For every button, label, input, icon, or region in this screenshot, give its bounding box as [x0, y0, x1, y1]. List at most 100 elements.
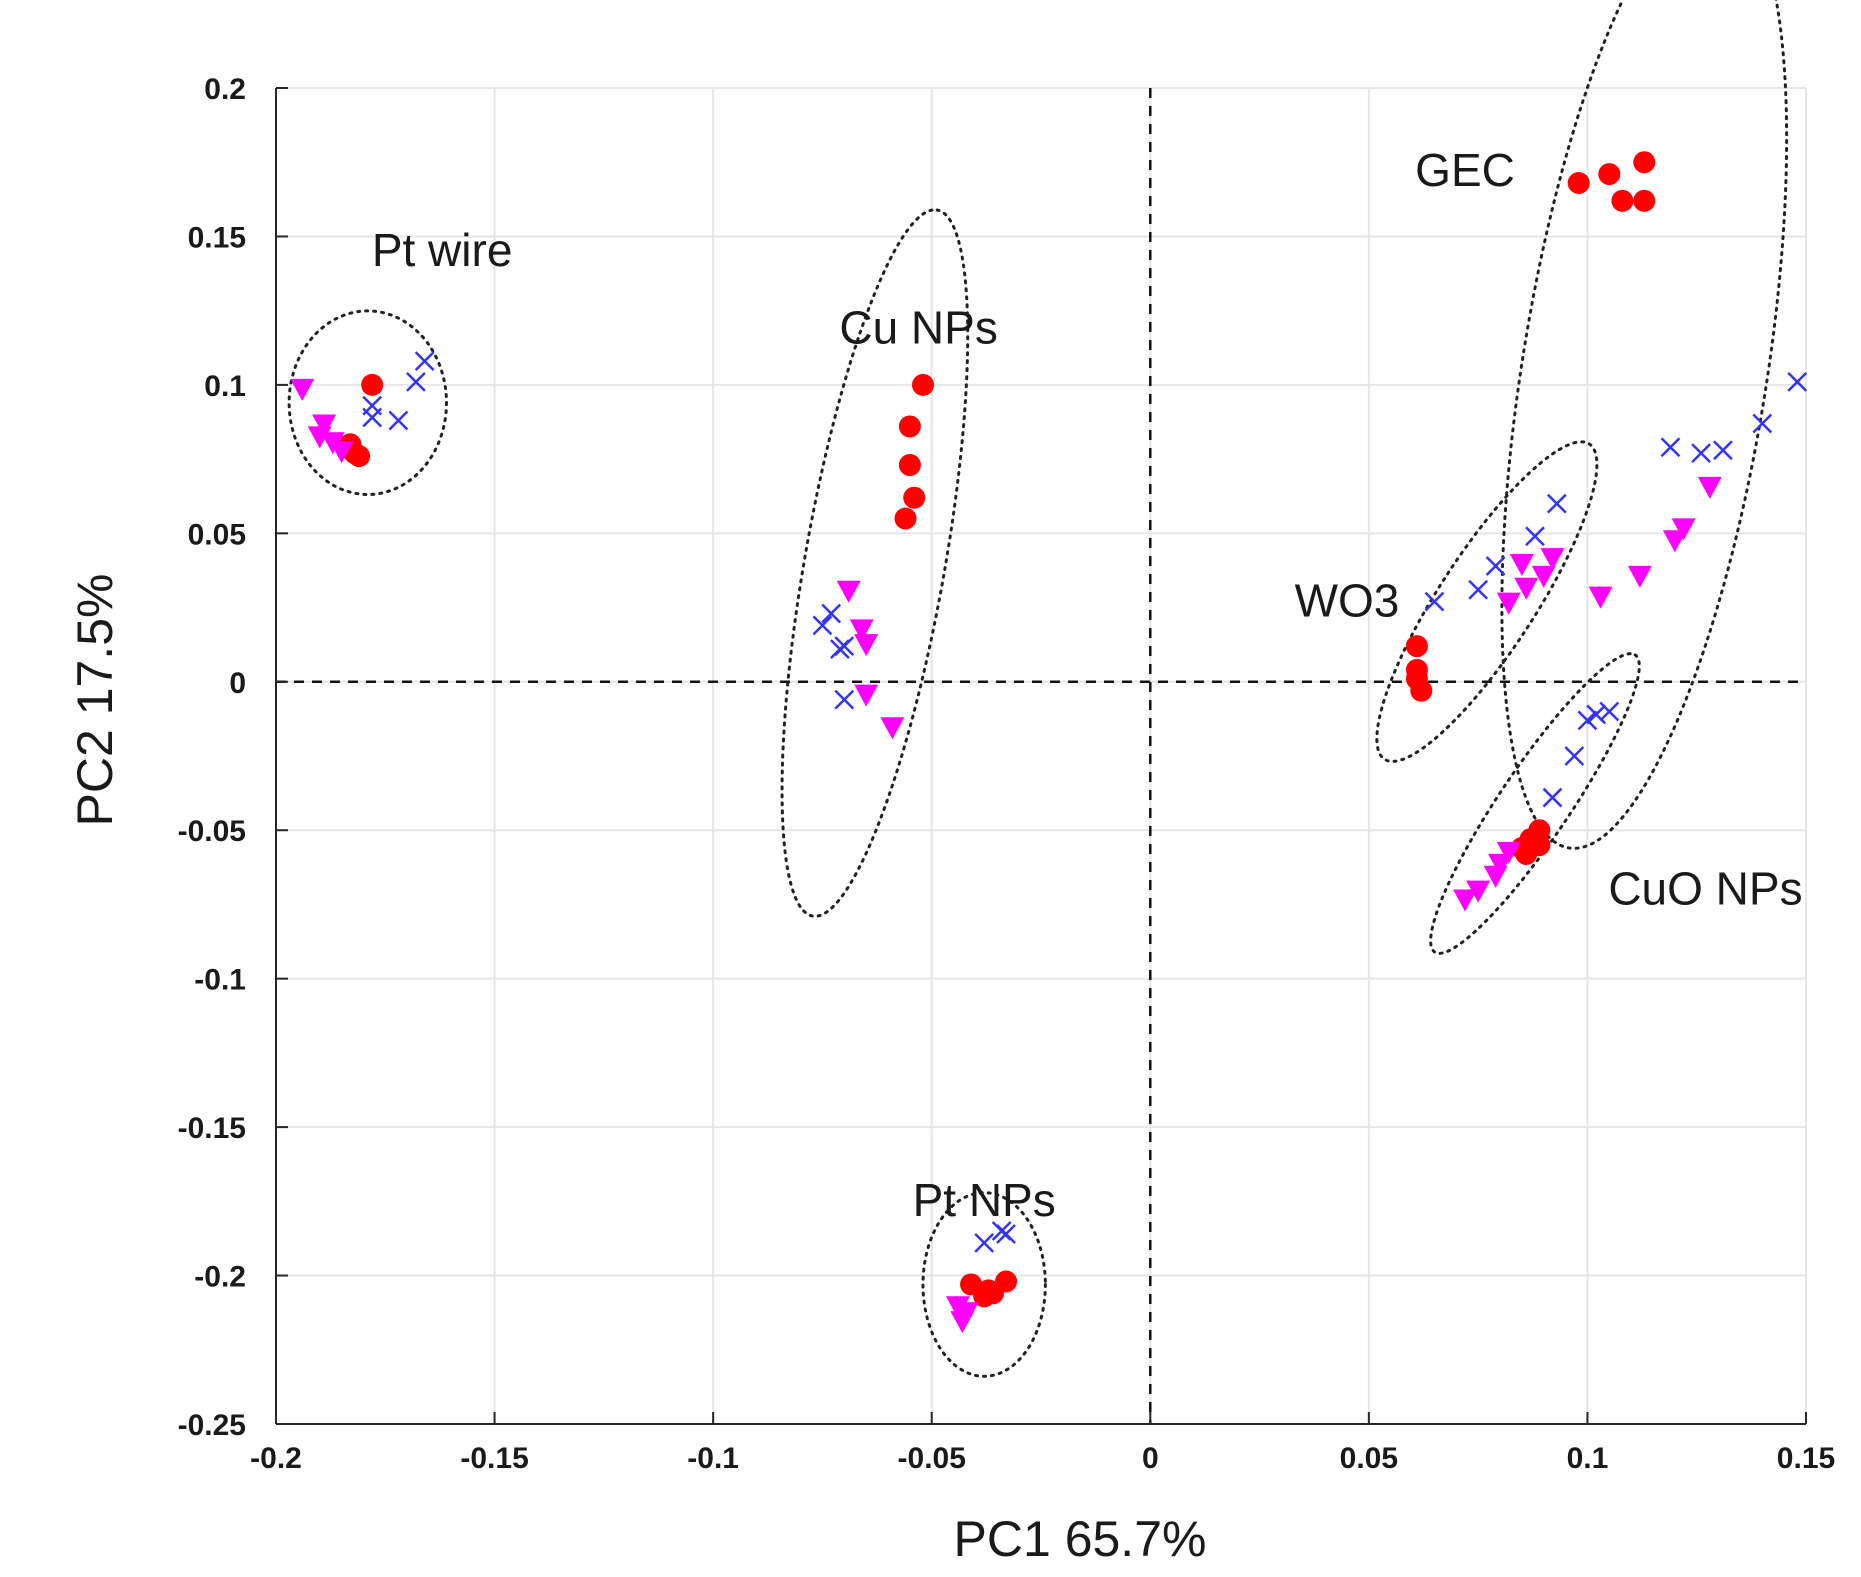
cross-point: [812, 615, 833, 636]
circle-point: [911, 373, 934, 396]
triangle-point: [1496, 592, 1521, 615]
y-tick-label: 0.05: [188, 518, 246, 551]
y-tick-label: 0.2: [204, 73, 246, 106]
triangle-point: [312, 414, 337, 437]
x-tick-label: 0.15: [1777, 1442, 1835, 1475]
cross-point: [834, 689, 855, 710]
cluster-ellipse-gec: [1500, 0, 1789, 850]
cluster-ellipse-cuo-nps: [1429, 652, 1641, 955]
cross-point: [996, 1224, 1016, 1244]
triangle-point: [1540, 548, 1565, 571]
triangle-point: [329, 441, 354, 464]
circle-point: [898, 415, 921, 438]
cross-point: [406, 372, 426, 392]
x-tick-label: -0.1: [687, 1442, 739, 1475]
group-label-wo3: WO3: [1295, 574, 1400, 626]
x-axis-title: PC1 65.7%: [954, 1511, 1207, 1567]
cross-point: [834, 636, 855, 657]
group-label-cu-nps: Cu NPs: [839, 301, 997, 353]
y-tick-label: -0.15: [178, 1112, 246, 1145]
cross-point: [1599, 701, 1620, 722]
triangle-point: [1588, 586, 1613, 609]
circle-point: [1598, 163, 1621, 186]
cross-point: [1713, 440, 1733, 461]
y-axis-ticks: -0.25 -0.2 -0.15 -0.1 -0.05 0 0.05 0.1 0.15 0.2: [178, 73, 288, 1442]
axes: [275, 88, 1806, 1425]
cross-point: [1546, 493, 1567, 514]
cluster-ellipse-pt-wire: [287, 309, 448, 497]
group-labels: Pt wire Cu NPs GEC WO3 CuO NPs Pt NPs: [372, 144, 1803, 1226]
group-label-pt-wire: Pt wire: [372, 224, 513, 276]
triangle-point: [1697, 476, 1722, 499]
y-tick-label: -0.05: [178, 815, 246, 848]
cross-point: [1691, 443, 1711, 464]
cross-point: [1787, 372, 1808, 392]
cross-point: [1485, 556, 1506, 576]
circle-point: [361, 373, 384, 396]
cross-point: [414, 351, 435, 372]
circle-point: [1633, 151, 1656, 174]
y-axis-title: PC2 17.5%: [67, 574, 123, 827]
x-tick-label: -0.05: [898, 1442, 966, 1475]
cross-point: [1564, 746, 1585, 766]
triangle-point: [1488, 853, 1512, 876]
triangle-point: [854, 634, 879, 657]
y-tick-label: 0.1: [204, 370, 246, 403]
circle-point: [1515, 842, 1538, 865]
group-label-pt-nps: Pt NPs: [913, 1174, 1056, 1226]
cluster-ellipse-wo3: [1375, 440, 1599, 763]
cross-point: [388, 410, 409, 431]
triangle-point: [854, 684, 879, 707]
triangle-point: [1514, 577, 1539, 600]
y-tick-label: -0.1: [194, 964, 246, 997]
x-tick-label: 0.05: [1340, 1442, 1398, 1475]
x-tick-label: 0.1: [1567, 1442, 1609, 1475]
cluster-ellipse-cu-nps: [780, 208, 970, 918]
group-label-gec: GEC: [1415, 144, 1515, 196]
cross-point: [821, 603, 842, 624]
circle-point: [1633, 189, 1656, 212]
circle-point: [1410, 679, 1433, 702]
triangle-point: [1453, 889, 1478, 912]
cluster-ellipses: [287, 0, 1789, 1378]
triangle-point: [1531, 565, 1556, 588]
x-axis-ticks: -0.2 -0.15 -0.1 -0.05 0 0.05 0.1 0.15: [250, 1412, 1835, 1475]
triangle-point: [849, 619, 874, 642]
triangle-point: [1662, 530, 1687, 553]
triangle-point: [836, 580, 861, 603]
triangle-point: [954, 1302, 979, 1325]
cross-point: [974, 1233, 995, 1253]
y-tick-label: -0.25: [178, 1409, 246, 1442]
y-tick-label: -0.2: [194, 1261, 246, 1294]
cross-point: [1752, 413, 1773, 434]
circle-point: [981, 1282, 1004, 1305]
circle-point: [898, 454, 921, 477]
cross-point: [1525, 526, 1545, 547]
circle-point: [1567, 172, 1590, 195]
cross-point: [1586, 704, 1607, 725]
triangle-point: [1509, 554, 1534, 577]
x-tick-label: 0: [1142, 1442, 1159, 1475]
triangle-point: [290, 378, 315, 401]
circle-point: [1405, 635, 1428, 658]
triangle-point: [1466, 880, 1491, 903]
triangle-point: [880, 717, 905, 740]
circle-point: [894, 507, 917, 530]
cross-point: [1542, 787, 1563, 808]
circle-point: [903, 486, 926, 509]
y-tick-label: 0.15: [188, 221, 246, 254]
x-tick-label: -0.15: [460, 1442, 528, 1475]
cross-point: [1660, 437, 1681, 458]
zero-reference-lines: [276, 88, 1806, 1424]
triangle-point: [1671, 518, 1696, 541]
group-label-cuo-nps: CuO NPs: [1608, 862, 1802, 914]
triangle-point: [307, 426, 332, 449]
x-tick-label: -0.2: [250, 1442, 302, 1475]
triangle-point: [1627, 565, 1652, 588]
y-tick-label: 0: [229, 667, 246, 700]
triangle-point: [1496, 842, 1521, 865]
cross-point: [362, 407, 383, 428]
cross-point: [1468, 579, 1489, 600]
